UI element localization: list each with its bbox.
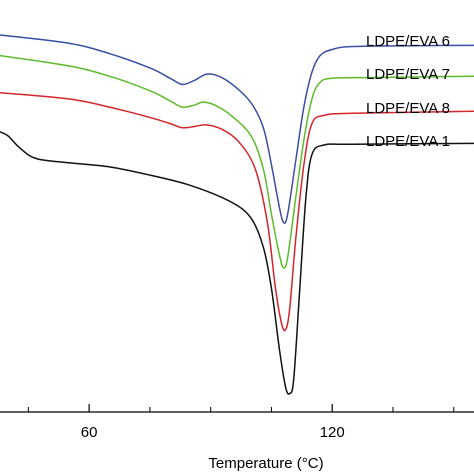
series-label-1: LDPE/EVA 6 xyxy=(366,33,450,50)
series-layer xyxy=(0,34,474,395)
series-line-4 xyxy=(0,131,474,395)
series-labels: LDPE/EVA 6 LDPE/EVA 7 LDPE/EVA 8 LDPE/EVA 1 xyxy=(366,33,450,150)
x-axis: 60 120 xyxy=(0,404,474,441)
series-label-3: LDPE/EVA 8 xyxy=(366,100,450,117)
series-line-2 xyxy=(0,54,474,269)
series-label-2: LDPE/EVA 7 xyxy=(366,66,450,83)
x-tick-label: 120 xyxy=(320,424,345,441)
x-tick-label: 60 xyxy=(81,424,98,441)
series-line-1 xyxy=(0,34,474,224)
series-line-3 xyxy=(0,91,474,332)
x-axis-label: Temperature (°C) xyxy=(208,455,323,472)
series-label-4: LDPE/EVA 1 xyxy=(366,133,450,150)
